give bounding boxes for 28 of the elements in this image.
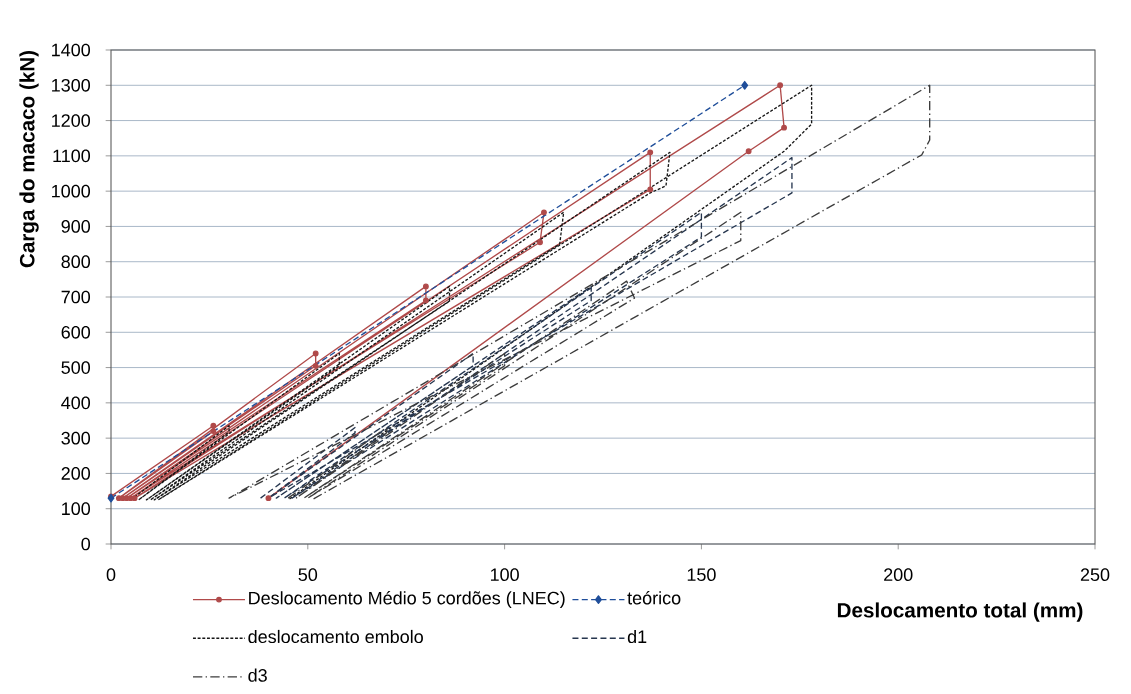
legend-label: teórico (627, 591, 681, 605)
y-tick-label: 700 (61, 290, 91, 304)
legend-label: deslocamento embolo (248, 629, 423, 644)
legend-label: Deslocamento Médio 5 cordões (LNEC) (249, 591, 565, 608)
y-tick-label: 400 (61, 396, 91, 410)
y-tick-label: 1100 (53, 149, 91, 163)
x-tick-label: 150 (687, 568, 716, 581)
x-tick-label: 200 (884, 568, 913, 581)
y-tick-label: 200 (61, 467, 91, 480)
y-tick-label: 300 (61, 431, 91, 445)
x-tick-label: 50 (298, 568, 318, 581)
x-tick-label: 0 (106, 568, 116, 581)
x-tick-label: 250 (1080, 568, 1110, 581)
y-tick-label: 100 (62, 502, 91, 516)
y-tick-label: 1300 (52, 78, 91, 92)
y-tick-label: 1000 (52, 184, 91, 198)
y-axis-title: Carga do macaco (kN) (19, 50, 39, 268)
y-tick-label: 800 (61, 255, 91, 269)
y-tick-label: 1400 (52, 43, 91, 57)
y-tick-label: 1200 (52, 114, 91, 127)
y-tick-label: 600 (61, 325, 91, 339)
x-axis-title: Deslocamento total (mm) (837, 602, 1083, 622)
y-tick-label: 900 (61, 220, 91, 233)
legend-label: d3 (248, 668, 267, 682)
legend-label: d1 (627, 629, 647, 644)
y-tick-label: 500 (61, 361, 91, 374)
y-tick-label: 0 (81, 537, 91, 551)
x-tick-label: 100 (490, 568, 519, 581)
